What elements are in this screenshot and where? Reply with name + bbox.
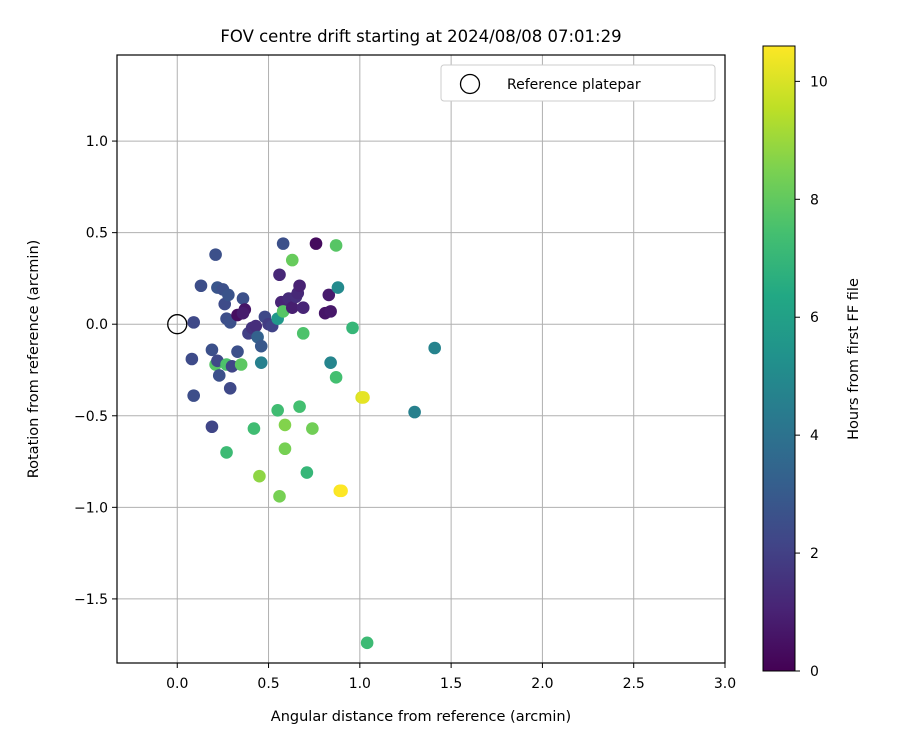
- x-axis-label: Angular distance from reference (arcmin): [271, 709, 571, 725]
- scatter-point: [296, 301, 310, 315]
- scatter-point: [194, 279, 208, 293]
- scatter-point: [306, 422, 319, 435]
- scatter-point: [309, 237, 323, 250]
- scatter-point: [205, 420, 219, 434]
- x-tick-label: 3.0: [714, 676, 736, 692]
- plot-frame: [116, 54, 726, 664]
- y-tick-label: 1.0: [86, 134, 108, 150]
- scatter-point: [357, 391, 370, 404]
- legend-box: [440, 64, 716, 102]
- scatter-point: [209, 248, 222, 261]
- legend-marker: [459, 73, 481, 95]
- x-tick-label: 1.0: [349, 676, 371, 692]
- scatter-point: [222, 288, 235, 302]
- grid-lines: [117, 55, 726, 663]
- colorbar-tick-label: 10: [810, 74, 828, 90]
- colorbar: [762, 45, 796, 672]
- scatter-point: [278, 418, 292, 432]
- scatter-point: [329, 239, 343, 252]
- x-tick-label: 2.0: [531, 676, 553, 692]
- scatter-point: [293, 400, 306, 413]
- y-axis-ticks: −1.5 −1.0 −0.5 0.0 0.5 1.0: [74, 134, 117, 608]
- scatter-point: [293, 279, 306, 293]
- scatter-point: [231, 345, 244, 358]
- colorbar-tick-label: 0: [810, 664, 819, 680]
- scatter-point: [360, 636, 374, 650]
- scatter-point: [278, 442, 292, 456]
- colorbar-tick-label: 6: [810, 310, 819, 326]
- scatter-point: [205, 343, 219, 357]
- scatter-point: [300, 466, 314, 479]
- scatter-point: [335, 484, 348, 498]
- scatter-point: [254, 339, 268, 353]
- x-tick-label: 1.5: [440, 676, 462, 692]
- scatter-point: [236, 292, 250, 305]
- scatter-point: [329, 371, 343, 384]
- scatter-point: [187, 316, 200, 329]
- scatter-point: [322, 288, 336, 302]
- scatter-point: [285, 301, 299, 315]
- y-axis-label: Rotation from reference (arcmin): [26, 240, 42, 479]
- legend: Reference platepar: [440, 64, 716, 102]
- scatter-point: [324, 356, 337, 369]
- y-tick-label: −1.5: [74, 592, 108, 608]
- y-tick-label: 0.0: [86, 317, 108, 333]
- x-axis-ticks: 0.0 0.5 1.0 1.5 2.0 2.5 3.0: [166, 663, 736, 692]
- colorbar-tick-label: 4: [810, 428, 819, 444]
- scatter-point: [273, 490, 286, 503]
- scatter-point: [249, 319, 263, 333]
- y-tick-label: −1.0: [74, 500, 108, 516]
- colorbar-tick-label: 2: [810, 546, 819, 562]
- scatter-point: [276, 237, 290, 250]
- scatter-point: [324, 305, 337, 318]
- scatter-point: [285, 253, 299, 267]
- colorbar-tick-label: 8: [810, 192, 819, 208]
- scatter-point: [253, 469, 266, 483]
- scatter-point: [223, 382, 237, 395]
- data-points: [185, 237, 441, 650]
- scatter-point: [185, 352, 199, 366]
- reference-platepar-marker: [167, 314, 188, 335]
- scatter-point: [346, 321, 359, 335]
- scatter-point: [234, 358, 248, 371]
- legend-label: Reference platepar: [507, 77, 641, 93]
- x-tick-label: 0.0: [166, 676, 188, 692]
- scatter-point: [187, 389, 200, 402]
- x-tick-label: 2.5: [623, 676, 645, 692]
- scatter-point: [271, 403, 284, 417]
- scatter-point: [331, 281, 345, 294]
- scatter-point: [428, 341, 441, 355]
- chart-title: FOV centre drift starting at 2024/08/08 …: [220, 27, 621, 46]
- scatter-point: [212, 369, 226, 382]
- y-tick-label: 0.5: [86, 226, 108, 242]
- scatter-point: [247, 422, 261, 435]
- x-tick-label: 0.5: [257, 676, 279, 692]
- scatter-point: [220, 446, 233, 459]
- scatter-point: [254, 356, 268, 369]
- colorbar-label: Hours from first FF file: [846, 278, 862, 440]
- scatter-point: [273, 268, 286, 282]
- scatter-point: [408, 405, 421, 419]
- colorbar-ticks: 0 2 4 6 8 10: [795, 74, 828, 680]
- scatter-point: [236, 306, 250, 320]
- y-tick-label: −0.5: [74, 409, 108, 425]
- scatter-point: [296, 327, 310, 340]
